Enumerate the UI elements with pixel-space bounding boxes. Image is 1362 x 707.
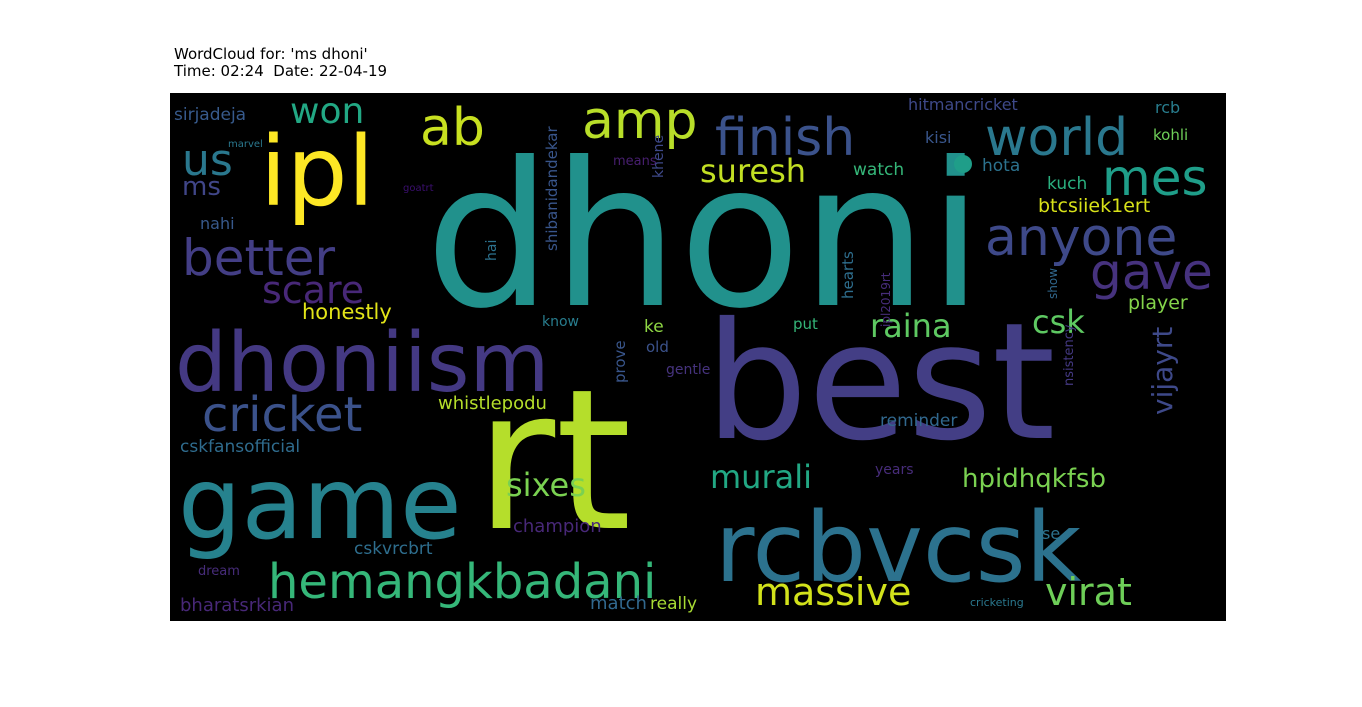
word-khene: khene — [651, 135, 667, 178]
word-cloud-dot — [954, 155, 972, 173]
word-rcbvcsk: rcbvcsk — [715, 492, 1082, 604]
word-hearts: hearts — [839, 251, 857, 299]
word-ipl: ipl — [260, 116, 374, 228]
word-really: really — [650, 594, 697, 614]
word-nsistency: nsistency — [1062, 324, 1077, 386]
word-gave: gave — [1090, 243, 1213, 301]
word-shibanidandekar: shibanidandekar — [543, 126, 561, 251]
word-hitmancricket: hitmancricket — [908, 95, 1018, 114]
word-world: world — [985, 108, 1128, 168]
word-cricket: cricket — [202, 387, 362, 443]
word-watch: watch — [853, 160, 904, 180]
word-show: show — [1046, 268, 1060, 299]
word-reminder: reminder — [880, 411, 957, 431]
word-champion: champion — [513, 516, 602, 537]
word-anyone: anyone — [985, 208, 1177, 268]
word-rcb: rcb — [1155, 98, 1180, 117]
word-goatrt: goatrt — [403, 183, 434, 194]
word-player: player — [1128, 292, 1188, 314]
word-means: means — [613, 154, 657, 169]
word-hota: hota — [982, 156, 1020, 176]
word-bharatsrkian: bharatsrkian — [180, 595, 294, 616]
word-cloud: dhoni rt best game rcbvcsk dhoniism ipl hemangk… — [170, 93, 1226, 621]
word-ab: ab — [420, 98, 485, 158]
title-time-date-line: Time: 02:24 Date: 22-04-19 — [174, 62, 388, 80]
word-game: game — [178, 445, 462, 562]
word-cskvrcbrt: cskvrcbrt — [354, 539, 433, 559]
word-vijayrt: vijayrt — [1146, 327, 1179, 415]
figure-title: WordCloud for: 'ms dhoni' Time: 02:24 Da… — [174, 46, 387, 80]
word-dhoniism: dhoniism — [175, 316, 549, 411]
word-hpidhqkfsb: hpidhqkfsb — [962, 464, 1106, 494]
word-amp: amp — [582, 93, 698, 151]
word-nahi: nahi — [200, 214, 235, 233]
word-kuch: kuch — [1047, 174, 1087, 194]
word-better: better — [182, 229, 335, 287]
word-us: us — [182, 135, 233, 186]
word-match: match — [590, 593, 647, 614]
word-mes: mes — [1102, 149, 1208, 207]
word-sirjadeja: sirjadeja — [174, 105, 246, 125]
word-btcsiiek1ert: btcsiiek1ert — [1038, 195, 1150, 217]
word-dream: dream — [198, 564, 240, 579]
word-old: old — [646, 338, 669, 356]
word-put: put — [793, 315, 818, 333]
word-finish: finish — [715, 108, 855, 168]
word-best: best — [705, 289, 1055, 477]
word-suresh: suresh — [700, 152, 806, 190]
word-se: se — [1042, 524, 1060, 543]
word-rt: rt — [475, 347, 632, 574]
word-whistlepodu: whistlepodu — [438, 393, 547, 414]
word-hai: hai — [484, 240, 500, 261]
word-ipl2019rt: ipl2019rt — [879, 272, 893, 327]
word-virat: virat — [1045, 570, 1132, 614]
word-prove: prove — [611, 340, 629, 383]
word-raina: raina — [870, 307, 952, 345]
word-sixes: sixes — [506, 466, 586, 504]
word-gentle: gentle — [666, 362, 710, 378]
word-hemangkbadani: hemangkbadani — [268, 554, 656, 610]
word-cricketing: cricketing — [970, 596, 1024, 609]
word-know: know — [542, 314, 579, 330]
word-kohli: kohli — [1153, 126, 1188, 144]
word-marvel: marvel — [228, 139, 263, 150]
word-cskfansofficial: cskfansofficial — [180, 437, 300, 457]
word-murali: murali — [710, 458, 812, 496]
word-scare: scare — [262, 268, 364, 312]
title-query-line: WordCloud for: 'ms dhoni' — [174, 45, 368, 63]
word-ms: ms — [182, 172, 221, 202]
word-ke: ke — [644, 317, 664, 337]
word-csk: csk — [1032, 303, 1085, 341]
word-honestly: honestly — [302, 300, 392, 324]
word-dhoni: dhoni — [425, 120, 983, 353]
word-massive: massive — [755, 570, 911, 614]
word-years: years — [875, 462, 914, 478]
word-won: won — [290, 93, 364, 132]
word-kisi: kisi — [925, 128, 952, 147]
